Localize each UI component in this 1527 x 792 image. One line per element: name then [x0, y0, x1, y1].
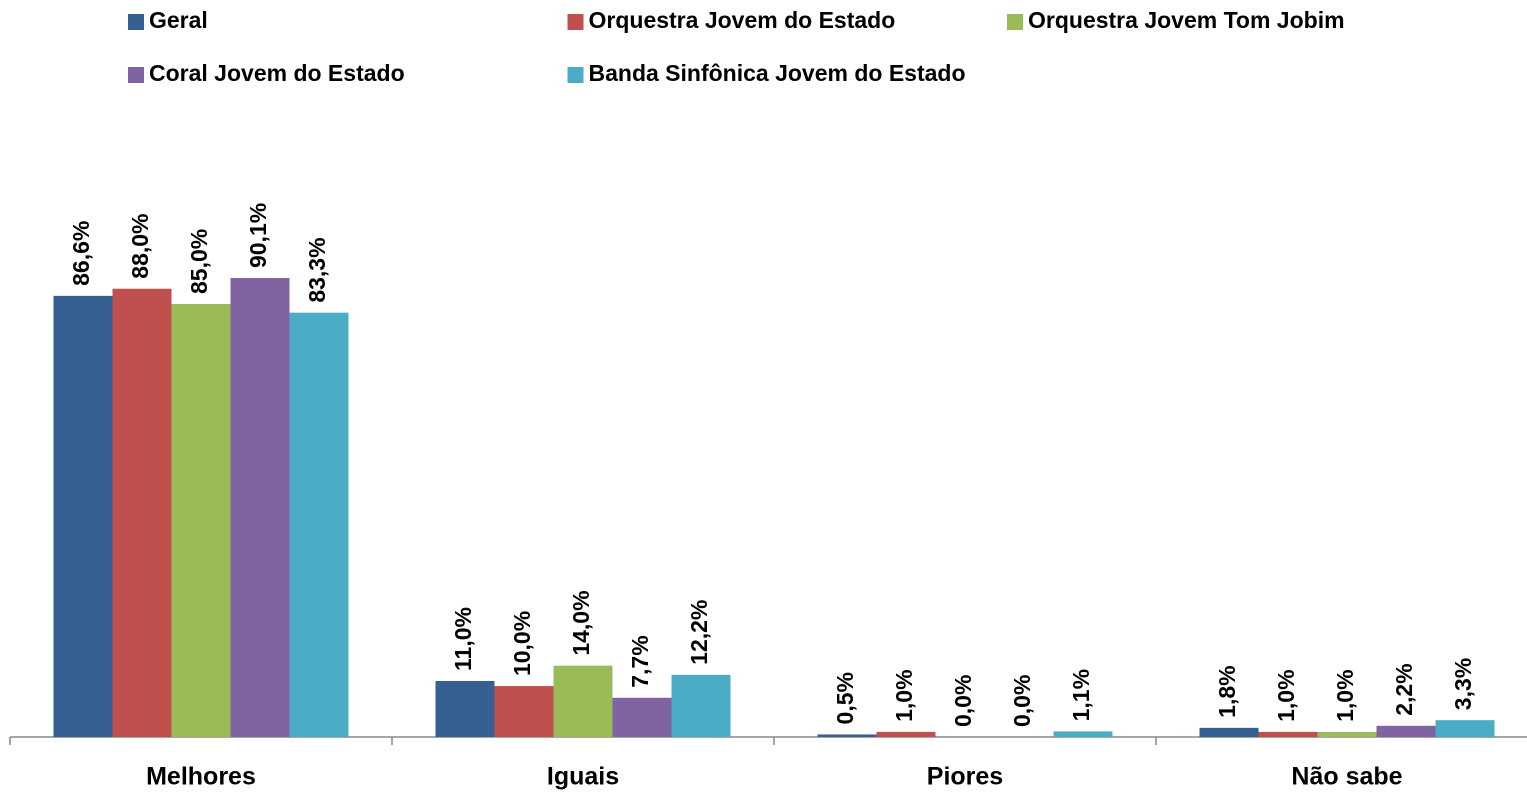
data-label: 90,1%	[245, 203, 271, 268]
data-label: 88,0%	[127, 214, 153, 279]
data-label: 86,6%	[68, 221, 94, 286]
data-label: 2,2%	[1391, 663, 1417, 715]
bar	[494, 686, 554, 737]
bar	[435, 680, 495, 737]
data-label: 14,0%	[568, 590, 594, 655]
bar	[612, 697, 672, 737]
data-label: 10,0%	[509, 611, 535, 676]
data-label: 0,0%	[950, 675, 976, 727]
data-label: 83,3%	[304, 237, 330, 302]
data-label: 1,0%	[1332, 669, 1358, 721]
data-label: 1,1%	[1068, 669, 1094, 721]
legend-swatch	[128, 67, 144, 83]
data-label: 1,0%	[891, 669, 917, 721]
bar	[553, 665, 613, 737]
data-label: 11,0%	[450, 607, 476, 671]
legend-label: Geral	[149, 7, 208, 33]
data-label: 12,2%	[686, 600, 712, 665]
x-tick-label: Melhores	[146, 763, 256, 791]
data-label: 0,0%	[1009, 675, 1035, 727]
x-tick-label: Iguais	[547, 763, 619, 791]
legend-label: Banda Sinfônica Jovem do Estado	[589, 60, 966, 86]
bar	[671, 674, 731, 737]
data-label: 85,0%	[186, 229, 212, 294]
bar	[817, 734, 877, 737]
legend-label: Coral Jovem do Estado	[149, 60, 405, 86]
bar	[1376, 725, 1436, 737]
legend-swatch	[567, 67, 584, 83]
x-tick-label: Não sabe	[1291, 763, 1402, 791]
data-label: 0,5%	[832, 672, 858, 724]
bar	[112, 288, 172, 737]
x-tick-label: Piores	[927, 763, 1003, 791]
bar	[1435, 720, 1495, 737]
bar	[876, 731, 936, 737]
legend-swatch	[567, 14, 584, 30]
bar	[1053, 731, 1113, 737]
legend-label: Orquestra Jovem Tom Jobim	[1028, 7, 1345, 33]
legend-swatch	[128, 14, 144, 30]
legend-label: Orquestra Jovem do Estado	[589, 7, 896, 33]
bar	[289, 312, 349, 737]
data-label: 1,8%	[1214, 665, 1240, 717]
bar	[1199, 727, 1259, 737]
bar	[1317, 731, 1377, 737]
bar	[230, 278, 290, 737]
bar	[171, 304, 231, 737]
bar	[53, 295, 113, 737]
data-label: 7,7%	[627, 635, 653, 687]
data-label: 1,0%	[1273, 669, 1299, 721]
bar	[1258, 731, 1318, 737]
data-label: 3,3%	[1450, 658, 1476, 710]
legend-swatch	[1007, 14, 1023, 30]
